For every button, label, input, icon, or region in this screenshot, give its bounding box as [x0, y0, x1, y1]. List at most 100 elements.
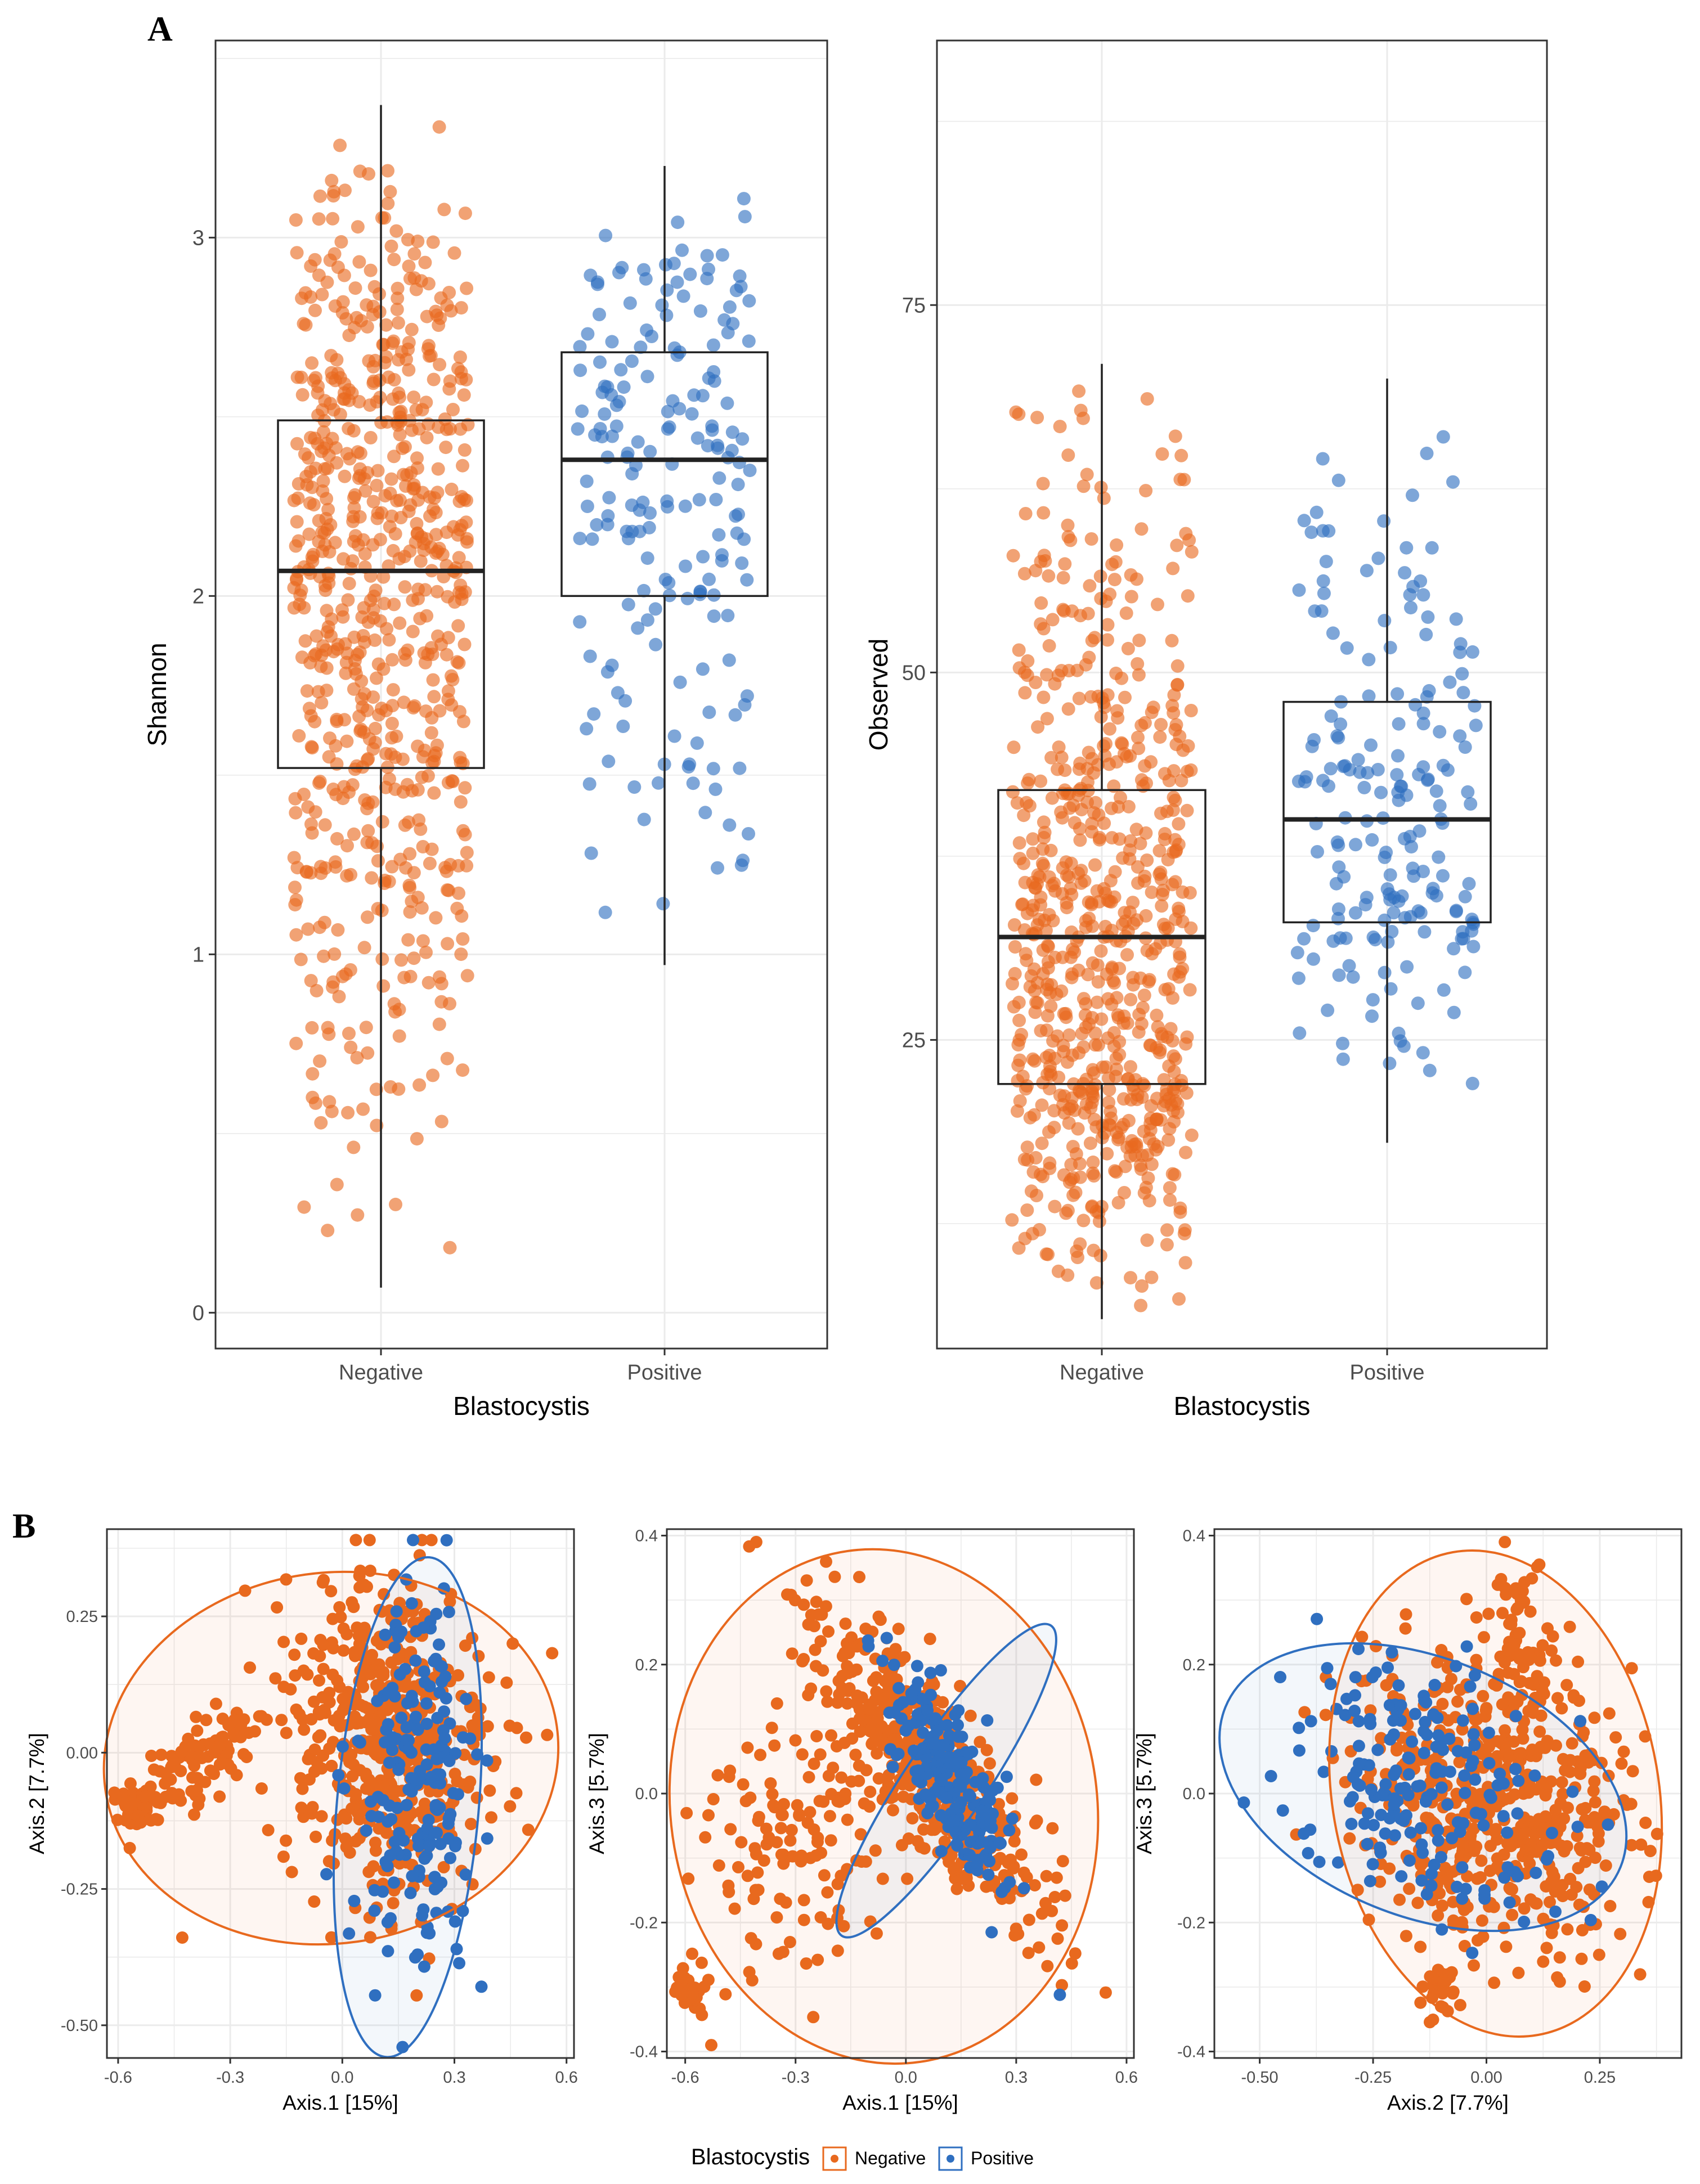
point-negative	[413, 612, 427, 626]
point-positive	[660, 494, 674, 508]
point-negative	[418, 743, 432, 757]
point-negative	[1537, 1955, 1550, 1968]
x-tick-label: 0.25	[1584, 2069, 1616, 2087]
point-negative	[434, 1115, 448, 1129]
point-negative	[431, 629, 445, 643]
point-negative	[853, 1571, 865, 1584]
point-positive	[1455, 667, 1469, 681]
point-positive	[993, 1836, 1006, 1849]
point-negative	[441, 631, 455, 645]
point-negative	[1468, 1959, 1480, 1972]
x-tick-label: Positive	[1349, 1361, 1424, 1385]
data-points	[108, 1534, 559, 2053]
point-negative	[1037, 622, 1051, 636]
point-negative	[1066, 1188, 1080, 1202]
point-negative	[822, 1769, 835, 1782]
point-negative	[1049, 987, 1064, 1001]
point-positive	[420, 1926, 433, 1939]
point-negative	[1007, 918, 1021, 932]
point-positive	[685, 407, 699, 421]
point-negative	[1027, 1108, 1041, 1122]
point-negative	[390, 303, 404, 316]
point-negative	[1508, 1735, 1520, 1748]
point-negative	[1064, 856, 1078, 870]
point-positive	[1497, 1810, 1510, 1823]
point-negative	[1044, 751, 1058, 765]
point-negative	[845, 1775, 858, 1788]
point-negative	[1183, 886, 1197, 900]
boxes	[277, 105, 769, 1288]
point-positive	[573, 615, 587, 629]
point-positive	[683, 757, 697, 771]
point-negative	[1154, 806, 1168, 820]
point-positive	[1342, 959, 1356, 973]
point-negative	[1153, 936, 1167, 950]
point-positive	[1428, 1858, 1441, 1871]
point-positive	[1432, 1824, 1445, 1837]
point-positive	[1478, 1889, 1491, 1902]
point-positive	[1406, 861, 1420, 875]
point-negative	[737, 1778, 750, 1791]
point-positive	[734, 280, 748, 294]
point-positive	[1297, 932, 1311, 946]
point-negative	[306, 1090, 320, 1104]
point-positive	[675, 243, 689, 257]
point-positive	[1006, 1812, 1019, 1825]
point-positive	[616, 720, 630, 733]
point-negative	[346, 778, 360, 792]
point-positive	[740, 689, 754, 703]
point-negative	[964, 1709, 977, 1722]
point-negative	[810, 1849, 823, 1862]
point-negative	[312, 534, 326, 549]
point-negative	[741, 1870, 754, 1882]
point-negative	[334, 1611, 347, 1624]
point-positive	[1456, 1714, 1469, 1727]
point-negative	[1035, 856, 1049, 870]
point-negative	[339, 666, 353, 680]
point-negative	[1031, 720, 1045, 734]
point-positive	[420, 1718, 433, 1731]
point-positive	[392, 1630, 405, 1643]
point-negative	[437, 1861, 450, 1873]
point-positive	[383, 1799, 396, 1812]
point-negative	[228, 1715, 241, 1728]
point-negative	[1168, 793, 1182, 807]
point-negative	[1131, 730, 1145, 744]
point-negative	[303, 465, 317, 479]
point-positive	[1293, 1026, 1307, 1040]
point-negative	[1013, 852, 1027, 866]
point-negative	[1017, 1152, 1031, 1166]
point-negative	[108, 1786, 121, 1799]
point-negative	[350, 1051, 364, 1065]
point-positive	[1317, 1765, 1330, 1778]
point-positive	[1465, 913, 1479, 927]
point-negative	[1050, 1871, 1063, 1884]
point-negative	[306, 554, 320, 568]
point-negative	[418, 255, 432, 269]
point-negative	[360, 835, 374, 850]
point-negative	[460, 532, 474, 546]
point-negative	[396, 752, 410, 766]
point-negative	[754, 1749, 766, 1761]
point-negative	[1512, 1966, 1525, 1979]
point-negative	[356, 1102, 370, 1116]
point-negative	[980, 1743, 993, 1756]
point-negative	[1551, 1971, 1564, 1984]
point-negative	[315, 696, 329, 710]
point-positive	[399, 1848, 412, 1861]
y-tick-label: 0.00	[66, 1744, 98, 1762]
point-positive	[1436, 869, 1450, 883]
point-negative	[1165, 1167, 1179, 1181]
point-negative	[391, 281, 405, 295]
point-negative	[289, 213, 303, 227]
point-positive	[1366, 1858, 1379, 1871]
point-positive	[723, 818, 737, 832]
point-positive	[1383, 1057, 1397, 1071]
point-negative	[1065, 1957, 1078, 1970]
point-positive	[1330, 729, 1344, 743]
point-negative	[1090, 995, 1104, 1009]
point-positive	[1331, 473, 1345, 487]
x-axis: Negative Positive	[339, 1349, 702, 1385]
point-positive	[955, 1756, 968, 1769]
point-negative	[393, 493, 407, 507]
